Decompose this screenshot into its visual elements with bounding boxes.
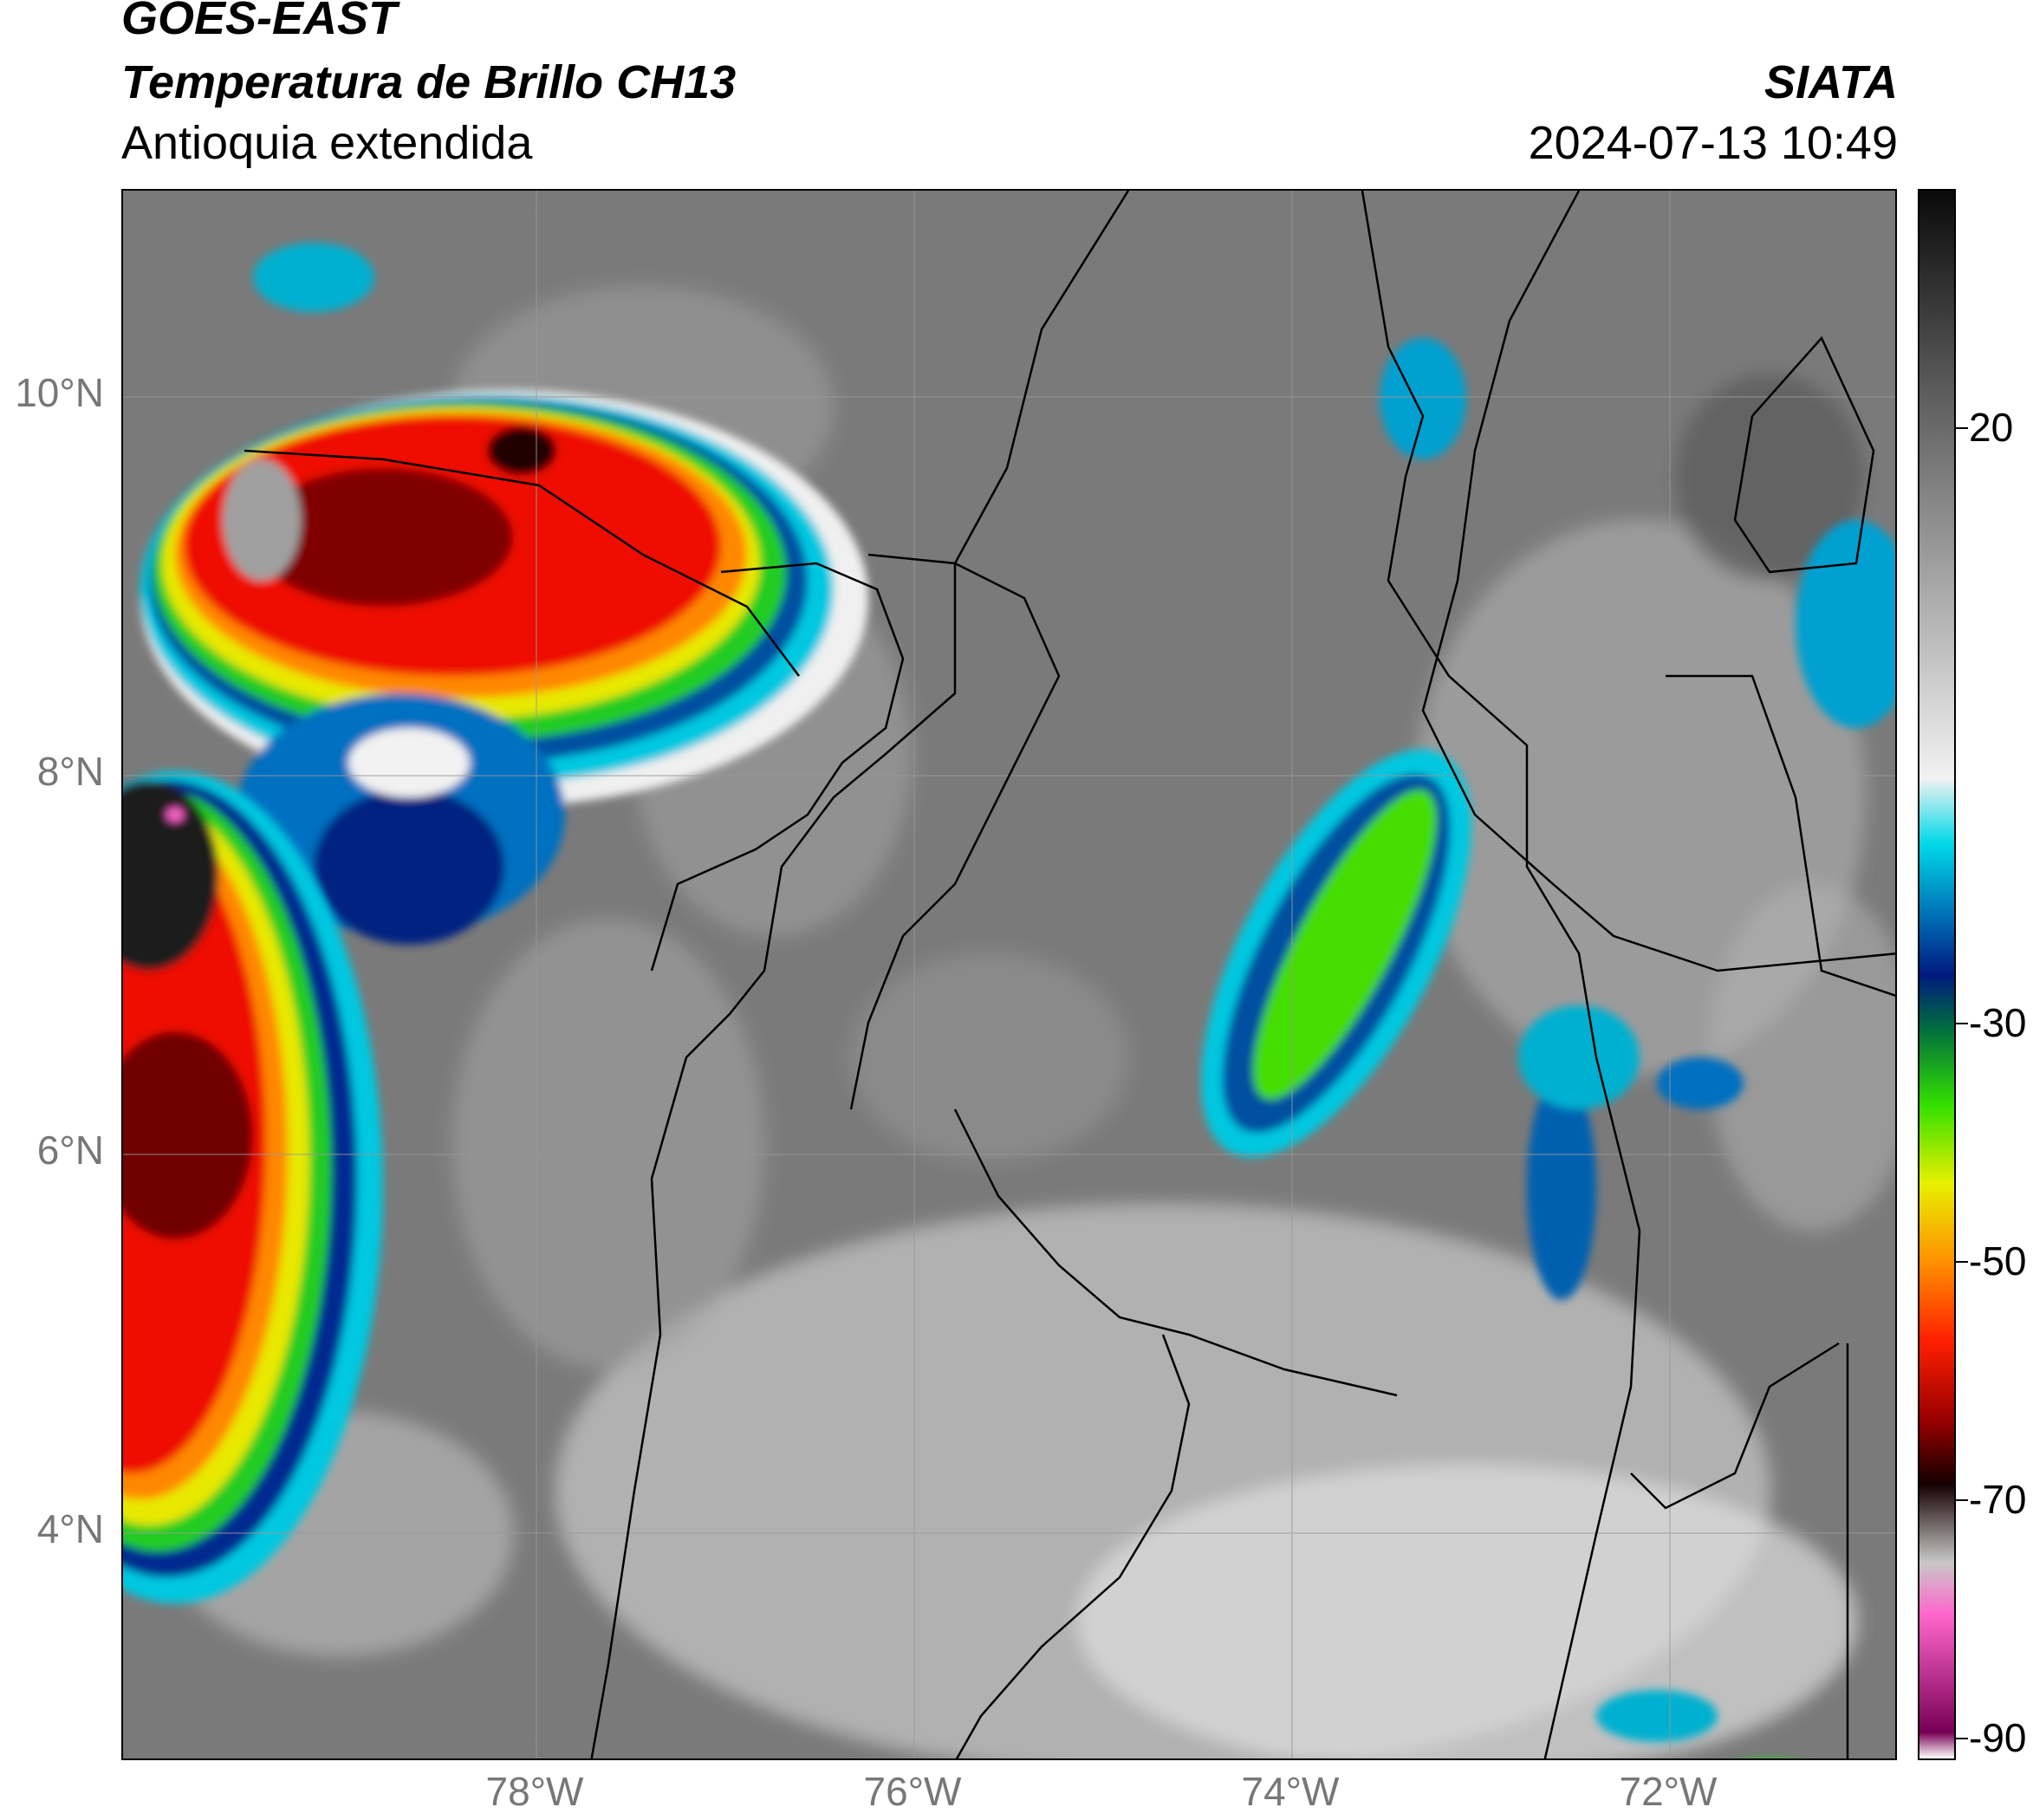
boundaries [244, 191, 1895, 1758]
storm-west [123, 771, 383, 1603]
colorbar-tick [1956, 1023, 1968, 1024]
region-subtitle: Antioquia extendida [121, 117, 533, 169]
lat-label-10n: 10°N [15, 370, 104, 415]
colorbar-label-minus70: -70 [1969, 1477, 2027, 1522]
colorbar-label-minus90: -90 [1969, 1715, 2027, 1760]
colorbar-label-20: 20 [1969, 405, 2014, 450]
lat-label-4n: 4°N [36, 1506, 104, 1551]
colorbar-tick [1956, 1499, 1968, 1501]
lat-label-8n: 8°N [36, 749, 104, 794]
colorbar-label-minus30: -30 [1969, 1000, 2027, 1045]
lon-label-78w: 78°W [485, 1769, 584, 1814]
satellite-title: GOES-EAST [121, 0, 398, 44]
satellite-map [121, 189, 1897, 1760]
storm-northwest [140, 390, 868, 945]
lon-label-76w: 76°W [863, 1769, 962, 1814]
colorbar-label-minus50: -50 [1969, 1238, 2027, 1284]
product-title: Temperatura de Brillo CH13 [121, 56, 737, 108]
colorbar [1918, 189, 1956, 1760]
storm-central [253, 243, 1895, 1742]
gridlines [123, 191, 1895, 1758]
colorbar-tick [1956, 427, 1968, 429]
colorbar-tick [1956, 1738, 1968, 1739]
colorbar-tick [1956, 1261, 1968, 1263]
lon-label-74w: 74°W [1241, 1769, 1340, 1814]
datetime-label: 2024-07-13 10:49 [1528, 117, 1898, 169]
lon-label-72w: 72°W [1619, 1769, 1718, 1814]
lat-label-6n: 6°N [36, 1128, 104, 1173]
map-canvas [123, 191, 1895, 1758]
agency-label: SIATA [1764, 56, 1898, 108]
